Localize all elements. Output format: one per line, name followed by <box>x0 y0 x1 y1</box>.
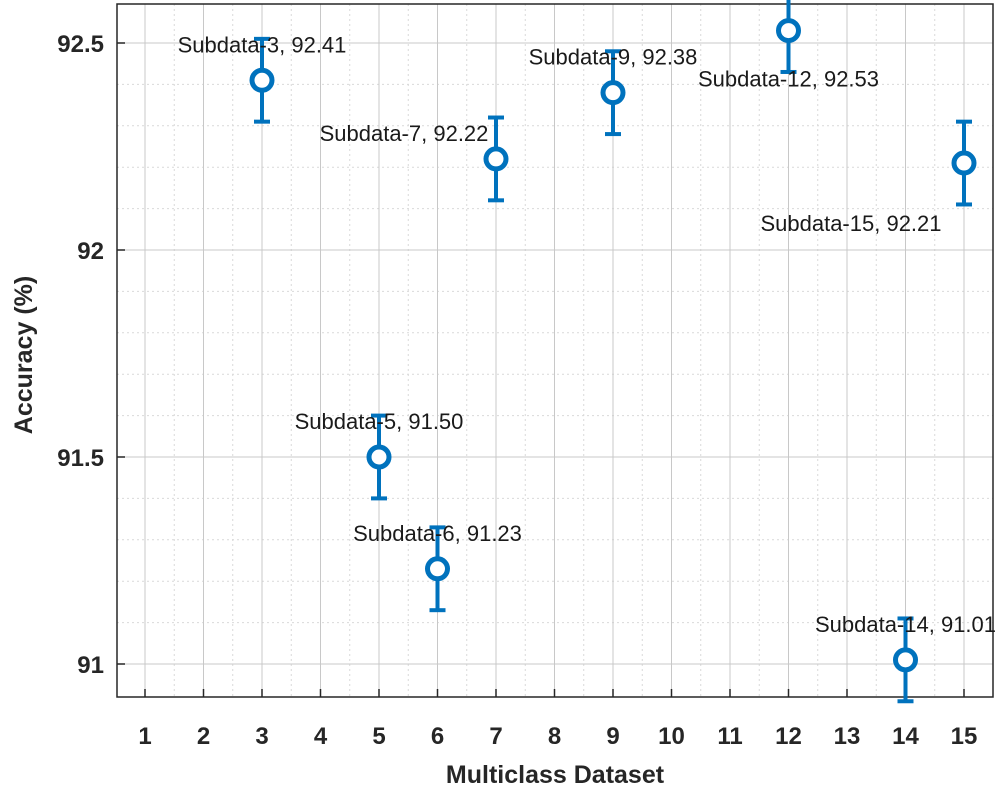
data-label: Subdata-14, 91.01 <box>815 612 996 637</box>
data-label: Subdata-3, 92.41 <box>178 32 347 57</box>
x-tick-label: 5 <box>372 723 385 750</box>
point-marker <box>776 18 801 44</box>
point-marker <box>366 444 392 470</box>
data-label: Subdata-6, 91.23 <box>353 521 522 546</box>
x-tick-label: 14 <box>892 723 919 750</box>
data-point <box>483 115 509 203</box>
x-tick-label: 15 <box>951 723 978 750</box>
data-labels: Subdata-1, 93.08Subdata-2, 93.79Subdata-… <box>178 32 996 637</box>
data-label: Subdata-9, 92.38 <box>529 45 698 70</box>
y-tick-label: 91 <box>77 652 104 679</box>
data-label: Subdata-5, 91.50 <box>295 409 464 434</box>
data-points <box>249 0 977 704</box>
point-marker <box>600 80 626 106</box>
point-marker <box>951 150 977 176</box>
x-tick-label: 3 <box>255 723 268 750</box>
point-marker <box>249 67 275 93</box>
data-point <box>425 525 450 613</box>
y-tick-label: 91.5 <box>57 445 104 472</box>
data-point <box>366 413 392 501</box>
y-axis-label: Accuracy (%) <box>10 276 38 434</box>
data-point <box>776 0 801 74</box>
data-point <box>600 49 626 137</box>
data-point <box>249 36 275 124</box>
data-point <box>951 119 977 207</box>
data-label: Subdata-15, 92.21 <box>760 211 941 236</box>
x-axis-label: Multiclass Dataset <box>446 761 665 789</box>
x-tick-label: 2 <box>197 723 210 750</box>
data-label: Subdata-12, 92.53 <box>698 67 879 92</box>
x-tick-label: 13 <box>834 723 861 750</box>
x-tick-label: 6 <box>431 723 444 750</box>
point-marker <box>425 556 450 582</box>
point-marker <box>483 146 509 172</box>
x-axis-ticks: 1 2 3 4 5 6 7 8 9 10 11 12 13 14 15 <box>138 689 977 750</box>
x-tick-label: 4 <box>314 723 328 750</box>
y-tick-label: 92 <box>77 238 104 265</box>
y-tick-label: 92.5 <box>57 31 104 58</box>
x-tick-label: 9 <box>606 723 619 750</box>
data-label: Subdata-7, 92.22 <box>320 121 489 146</box>
x-tick-label: 7 <box>489 723 502 750</box>
x-tick-label: 11 <box>717 723 742 750</box>
data-point <box>893 616 918 704</box>
x-tick-label: 8 <box>548 723 561 750</box>
x-tick-label: 10 <box>658 723 685 750</box>
point-marker <box>893 647 918 673</box>
x-tick-label: 12 <box>775 723 802 750</box>
x-tick-label: 1 <box>138 723 151 750</box>
